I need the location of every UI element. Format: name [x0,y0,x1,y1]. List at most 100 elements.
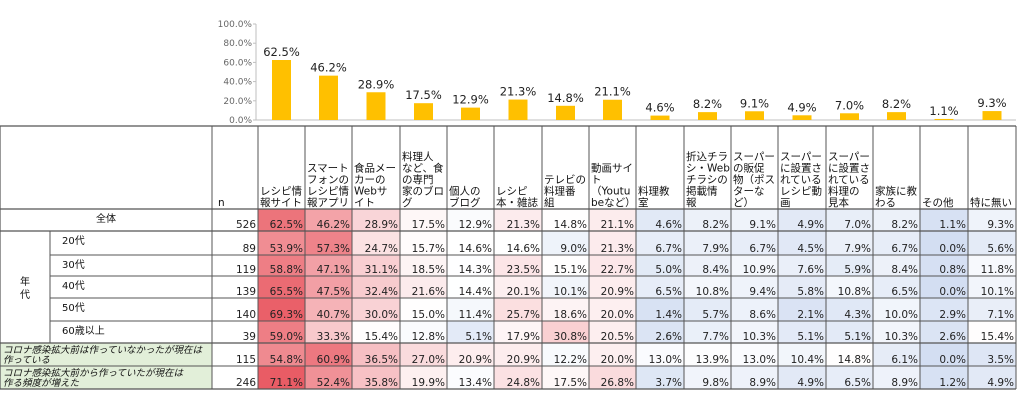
column-header: ブログ [449,196,481,209]
bar [887,112,906,120]
heat-cell [305,343,352,366]
heat-cell [731,343,778,366]
heat-cell [920,343,968,366]
row-label: 40代 [62,280,85,292]
data-label: 1.1% [929,104,958,118]
row-label: 20代 [62,235,85,247]
column-header: スーパー [828,151,870,163]
heat-cell [542,343,589,366]
heat-cell [447,321,494,343]
cell-value: 10.3% [743,331,776,343]
column-header: その他 [922,196,954,209]
cell-value: 26.8% [601,377,634,389]
heat-cell [968,321,1016,343]
cell-value: 12.9% [459,219,492,231]
cell-value: 5.8% [797,286,824,298]
column-header: レシピ情 [307,185,349,198]
heat-cell [542,321,589,343]
heat-cell [305,276,352,298]
column-header: 掲載情 [686,185,718,198]
column-header: 料理教 [638,185,670,198]
cell-value: 1.2% [939,377,966,389]
bar-chart: 0.0% 20.0% 40.0% 60.0% 80.0% 100.0% 62.5% 46.2… [218,20,1016,126]
segment-label: 作る頻度が増えた [3,377,80,389]
cell-value: 2.1% [797,309,824,321]
cell-value: 10.4% [791,354,824,366]
cell-value: 46.2% [317,219,350,231]
cell-value: 4.9% [797,219,824,231]
bar [982,111,1002,120]
cell-value: 35.8% [365,377,398,389]
cell-value: 17.5% [554,377,587,389]
column-header: 家族に教 [875,185,917,198]
heat-cell [258,209,305,231]
heat-cell [684,255,731,276]
heat-cell [826,321,873,343]
data-label: 8.2% [693,97,722,111]
cell-value: 8.2% [702,219,729,231]
cell-value: 65.5% [270,286,303,298]
cell-value: 23.5% [507,264,540,276]
heat-cell [684,321,731,343]
heat-cell [447,231,494,255]
cell-value: 32.4% [365,286,398,298]
y-tick-label: 40.0% [223,78,252,88]
column-header: スーパー [733,151,775,163]
cell-value: 36.5% [365,354,398,366]
age-group-label: 代 [20,289,30,301]
bar [556,105,575,120]
y-tick-label: 100.0% [218,20,253,30]
cell-value: 0.0% [939,354,966,366]
heat-cell [731,231,778,255]
heat-cell [684,209,731,231]
column-header: の専門 [402,174,434,186]
y-tick-label: 20.0% [223,97,252,107]
heat-cell [968,209,1016,231]
heat-cell [494,276,542,298]
cell-value: 14.3% [459,264,492,276]
heat-cell [684,231,731,255]
heat-cell [826,298,873,321]
data-label: 9.1% [740,96,769,110]
cell-value: 9.0% [560,243,587,255]
heat-cell [352,343,400,366]
data-label: 9.3% [977,96,1006,110]
cell-value: 6.1% [891,354,918,366]
heat-cell [920,276,968,298]
segment-label: コロナ感染拡大前から作っていたが現在は [3,367,185,379]
bar [319,75,338,120]
cell-value: 10.0% [885,309,918,321]
cell-value: 4.5% [797,243,824,255]
cell-value: 10.3% [885,331,918,343]
heat-cell [778,298,826,321]
cell-value: 5.1% [844,331,871,343]
cell-value: 71.1% [270,377,303,389]
cell-value: 20.0% [601,309,634,321]
heat-cell [494,366,542,389]
cell-value: 9.4% [749,286,776,298]
heat-cell [542,276,589,298]
cell-value: 14.8% [838,354,871,366]
cell-value: 20.9% [459,354,492,366]
heat-cell [589,231,636,255]
heat-cell [305,255,352,276]
heat-cell [542,298,589,321]
cell-value: 62.5% [270,219,303,231]
heat-cell [542,366,589,389]
heat-cell [826,343,873,366]
cell-value: 10.9% [743,264,776,276]
age-group-label: 年 [20,275,30,288]
heat-cell [258,366,305,389]
n-value: 39 [243,331,256,343]
heat-cell [447,343,494,366]
heat-cell [447,255,494,276]
data-label: 46.2% [310,61,347,75]
n-value: 139 [236,286,256,298]
heat-cell [589,298,636,321]
cell-value: 14.6% [507,243,540,255]
data-label: 8.2% [882,97,911,111]
cell-value: 6.5% [844,377,871,389]
cell-value: 33.3% [317,331,350,343]
column-header: テレビの [544,174,586,186]
column-header: の販促 [733,162,765,175]
